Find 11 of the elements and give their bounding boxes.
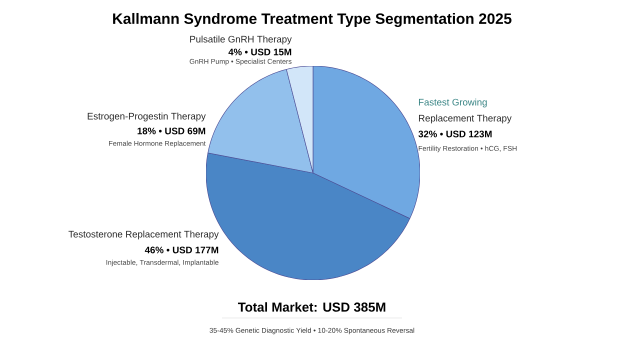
text: Fastest Growing <box>418 98 487 108</box>
slice-label: Replacement Therapy <box>418 114 512 124</box>
data-label: 18% • USD 69M <box>138 128 206 134</box>
data-label: 32% • USD 123M <box>418 130 492 138</box>
slice-label: Pulsatile GnRH Therapy <box>190 36 292 44</box>
chart-title: Kallmann Syndrome Treatment Type Segmentation 2025 <box>113 12 512 28</box>
slice-label: Testosterone Replacement Therapy <box>68 230 219 240</box>
slice-label: Estrogen-Progestin Therapy <box>88 112 206 122</box>
data-label: 46% • USD 177M <box>144 246 218 254</box>
text: Total Market: USD 385M <box>238 302 386 312</box>
data-label: 4% • USD 15M <box>228 48 292 56</box>
